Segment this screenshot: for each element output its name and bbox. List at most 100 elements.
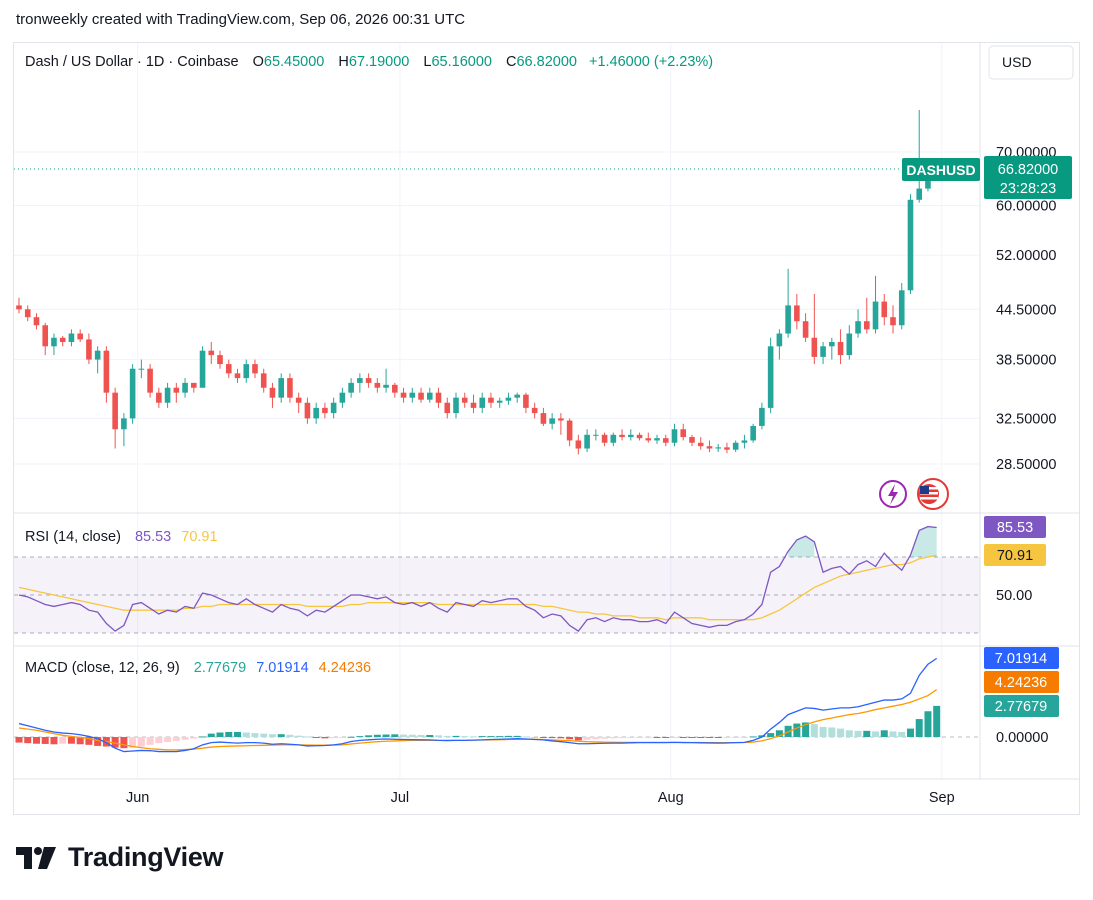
macd-histogram-bar bbox=[872, 731, 880, 737]
candle-body bbox=[759, 407, 765, 426]
candle-body bbox=[418, 392, 424, 400]
candle-body bbox=[94, 350, 101, 360]
macd-histogram-bar bbox=[461, 736, 469, 738]
macd-histogram-bar bbox=[845, 730, 853, 737]
macd-histogram-bar bbox=[714, 737, 722, 738]
candle-body bbox=[129, 368, 136, 419]
candle-body bbox=[776, 333, 783, 347]
macd-histogram-bar bbox=[452, 735, 460, 737]
price-tick-label: 60.00000 bbox=[996, 199, 1056, 215]
macd-histogram-bar bbox=[129, 737, 137, 748]
close-value: 66.82000 bbox=[516, 54, 576, 70]
candle-body bbox=[872, 301, 879, 330]
candle-body bbox=[392, 384, 398, 393]
candle-body bbox=[496, 400, 503, 403]
candle-body bbox=[252, 364, 258, 374]
candle-body bbox=[191, 382, 197, 388]
macd-histogram-bar bbox=[671, 737, 678, 738]
macd-histogram-bar bbox=[566, 737, 574, 740]
macd-histogram-bar bbox=[749, 736, 757, 738]
macd-histogram-bar bbox=[32, 737, 40, 744]
macd-histogram-bar bbox=[172, 737, 180, 741]
macd-histogram-bar bbox=[277, 734, 285, 737]
candle-body bbox=[461, 397, 468, 403]
candle-body bbox=[295, 397, 302, 403]
candle-body bbox=[68, 333, 75, 342]
candle-body bbox=[706, 446, 713, 449]
macd-histogram-bar bbox=[618, 737, 626, 739]
candle-body bbox=[715, 447, 721, 449]
rsi-ma-axis-value: 70.91 bbox=[997, 548, 1033, 564]
macd-histogram-bar bbox=[391, 734, 399, 737]
candle-body bbox=[357, 378, 363, 383]
candle-body bbox=[802, 321, 809, 338]
price-tick-label: 28.50000 bbox=[996, 457, 1056, 473]
candle-body bbox=[33, 317, 40, 326]
macd-histogram-bar bbox=[85, 737, 93, 745]
macd-histogram-bar bbox=[408, 734, 416, 737]
ticker-label: DASHUSD bbox=[906, 162, 975, 178]
candle-body bbox=[304, 402, 311, 419]
macd-histogram-bar bbox=[443, 735, 451, 737]
candle-body bbox=[505, 397, 512, 401]
macd-histogram-bar bbox=[59, 737, 67, 744]
candle-body bbox=[383, 384, 389, 388]
macd-histogram-bar bbox=[137, 737, 145, 747]
candle-body bbox=[549, 418, 555, 424]
candle-body bbox=[916, 188, 923, 200]
price-candles bbox=[16, 110, 940, 455]
candle-body bbox=[339, 392, 346, 403]
macd-histogram-bar bbox=[775, 730, 783, 737]
candle-body bbox=[689, 437, 695, 443]
candle-body bbox=[523, 394, 529, 408]
macd-axis-badge bbox=[984, 647, 1059, 669]
us-flag-icon[interactable] bbox=[917, 478, 949, 510]
candle-body bbox=[24, 309, 31, 318]
macd-histogram-bar bbox=[417, 734, 425, 737]
candle-body bbox=[680, 429, 687, 438]
candle-body bbox=[470, 402, 477, 408]
candle-body bbox=[199, 350, 206, 388]
macd-histogram-bar bbox=[295, 735, 303, 737]
candle-body bbox=[409, 392, 416, 398]
macd-histogram-bar bbox=[400, 734, 408, 737]
macd-histogram-bar bbox=[915, 719, 923, 737]
macd-histogram-bar bbox=[15, 737, 23, 743]
macd-histogram-bar bbox=[496, 736, 504, 738]
close-label: C bbox=[506, 54, 516, 70]
lightning-icon[interactable] bbox=[879, 480, 907, 508]
macd-histogram-bar bbox=[723, 737, 731, 738]
macd-histogram-bar bbox=[688, 737, 696, 738]
macd-histogram-bar bbox=[435, 735, 443, 737]
price-axis: 70.0000060.0000052.0000044.5000038.50000… bbox=[996, 145, 1056, 746]
candle-body bbox=[654, 438, 660, 441]
macd-histogram-bar bbox=[924, 711, 932, 737]
candle-body bbox=[514, 394, 520, 398]
macd-histogram-bar bbox=[601, 737, 609, 739]
macd-histogram-bar bbox=[356, 736, 364, 738]
tradingview-brand[interactable]: TradingView bbox=[16, 842, 224, 873]
macd-histogram-bar bbox=[478, 736, 486, 738]
candle-body bbox=[593, 434, 599, 436]
macd-histogram-bar bbox=[574, 737, 582, 741]
time-tick-label: Jun bbox=[126, 790, 149, 806]
macd-histogram-bar bbox=[732, 737, 740, 738]
macd-signal-value: 4.24236 bbox=[319, 660, 371, 676]
candle-body bbox=[488, 397, 494, 403]
candle-body bbox=[260, 373, 267, 388]
candle-body bbox=[662, 438, 669, 443]
macd-histogram-bar bbox=[268, 734, 276, 737]
candle-body bbox=[820, 346, 826, 357]
rsi-overbought-fill bbox=[788, 536, 815, 557]
candle-body bbox=[365, 378, 372, 383]
currency-button[interactable] bbox=[988, 45, 1074, 80]
ticker-label-bg bbox=[902, 158, 980, 181]
rsi-line bbox=[18, 525, 937, 632]
candle-body bbox=[453, 397, 459, 414]
rsi-overbought-fill bbox=[910, 526, 937, 557]
macd-histogram-bar bbox=[609, 737, 617, 739]
candle-body bbox=[173, 387, 180, 393]
candle-body bbox=[890, 317, 896, 326]
candle-body bbox=[846, 333, 853, 356]
